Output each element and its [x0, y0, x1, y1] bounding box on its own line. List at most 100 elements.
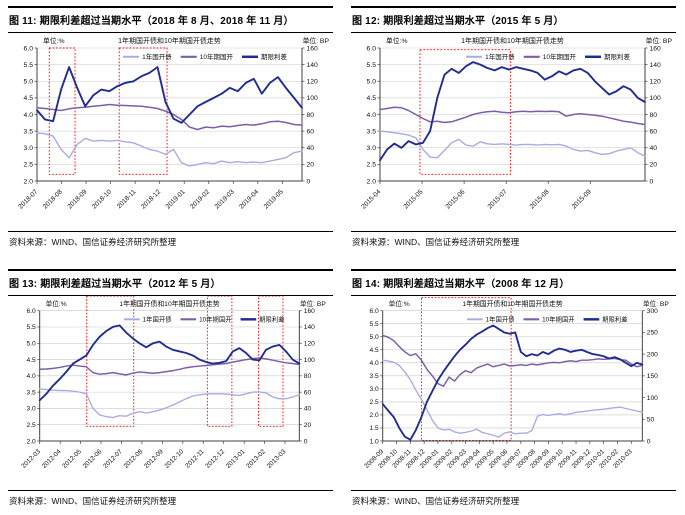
svg-text:4.0: 4.0 — [367, 112, 377, 119]
svg-text:10年期国开: 10年期国开 — [543, 52, 577, 61]
series-line-yield — [379, 130, 646, 159]
svg-text:100: 100 — [307, 95, 319, 102]
svg-text:100: 100 — [650, 95, 662, 102]
svg-text:2019-05: 2019-05 — [263, 188, 285, 210]
svg-text:3.0: 3.0 — [27, 406, 37, 413]
figure-panel-13: 图 13: 期限利差超过当期水平（2012 年 5 月） 单位:% 1年期国开债和… — [8, 269, 333, 507]
svg-text:120: 120 — [307, 79, 319, 86]
series-line-yield — [39, 388, 301, 419]
legend: 1年国开债 10年期国开 期限利差 — [466, 52, 631, 61]
svg-text:120: 120 — [304, 341, 315, 348]
axes — [39, 310, 300, 442]
svg-text:10年期国开: 10年期国开 — [542, 314, 575, 323]
series-lines — [36, 66, 303, 167]
svg-text:20: 20 — [307, 162, 315, 169]
svg-text:2.5: 2.5 — [367, 162, 377, 169]
svg-text:1年国开债: 1年国开债 — [485, 52, 515, 61]
svg-text:2013-03: 2013-03 — [266, 448, 288, 470]
svg-text:4.5: 4.5 — [370, 347, 380, 354]
svg-text:160: 160 — [304, 308, 315, 315]
svg-text:40: 40 — [307, 145, 315, 152]
svg-text:3.5: 3.5 — [367, 128, 377, 135]
svg-text:140: 140 — [304, 324, 315, 331]
svg-text:单位: BP: 单位: BP — [646, 36, 673, 45]
svg-text:2018-12: 2018-12 — [140, 188, 162, 210]
svg-text:单位:%: 单位:% — [43, 36, 65, 45]
plot-gridlines: 2.0 2.5 3.0 3.5 4.0 4.5 5.0 5.5 6.0 0 20 40 60 80 100 1… — [367, 45, 662, 185]
svg-text:单位:%: 单位:% — [46, 299, 67, 308]
svg-text:2012-03: 2012-03 — [20, 448, 42, 470]
source-note: 资料来源：WIND、国信证券经济研究所整理 — [8, 231, 333, 248]
svg-text:2012-09: 2012-09 — [143, 448, 165, 470]
svg-text:5.5: 5.5 — [370, 321, 380, 328]
svg-text:期限利差: 期限利差 — [261, 52, 288, 61]
figure-panel-14: 图 14: 期限利差超过当期水平（2008 年 12 月） 单位:% 1年期国开债… — [351, 269, 676, 507]
svg-text:2012-07: 2012-07 — [102, 448, 124, 470]
svg-text:2019-02: 2019-02 — [189, 188, 211, 210]
svg-text:2018-11: 2018-11 — [116, 188, 138, 210]
svg-text:10年期国开: 10年期国开 — [199, 314, 232, 323]
svg-text:2.0: 2.0 — [367, 178, 377, 185]
svg-text:40: 40 — [650, 145, 658, 152]
svg-text:100: 100 — [304, 357, 315, 364]
svg-text:80: 80 — [304, 373, 312, 380]
svg-text:80: 80 — [307, 112, 315, 119]
svg-text:20: 20 — [304, 422, 312, 429]
svg-text:期限利差: 期限利差 — [602, 314, 627, 323]
x-axis-labels: 2015-04 2015-05 2015-06 2015-07 2015-08 2015-… — [360, 181, 593, 211]
svg-text:2.5: 2.5 — [27, 422, 37, 429]
svg-text:60: 60 — [307, 128, 315, 135]
svg-text:2.0: 2.0 — [24, 178, 34, 185]
legend: 1年国开债 10年期国开 期限利差 — [123, 52, 288, 61]
svg-text:4.0: 4.0 — [27, 373, 37, 380]
svg-text:250: 250 — [647, 330, 658, 337]
plot-gridlines: 2.0 2.5 3.0 3.5 4.0 4.5 5.0 5.5 6.0 0 20 40 60 80 100 1… — [27, 308, 316, 445]
svg-text:6.0: 6.0 — [370, 308, 380, 315]
svg-text:140: 140 — [307, 62, 319, 69]
figure-title: 图 14: 期限利差超过当期水平（2008 年 12 月） — [351, 269, 676, 296]
svg-text:60: 60 — [304, 389, 312, 396]
series-lines — [381, 324, 644, 441]
svg-text:2012-11: 2012-11 — [184, 448, 206, 470]
series-line-yield — [38, 357, 301, 376]
plot-gridlines: 1.0 1.5 2.0 2.5 3.0 3.5 4.0 4.5 5.0 5.5 6.0 0 50 100 1… — [370, 308, 659, 445]
svg-text:2018-10: 2018-10 — [91, 188, 113, 210]
series-lines — [379, 61, 646, 162]
svg-text:2015-05: 2015-05 — [402, 188, 424, 210]
svg-text:2.5: 2.5 — [24, 162, 34, 169]
series-line-yield — [381, 334, 644, 387]
series-line-yield — [36, 103, 303, 131]
svg-text:0: 0 — [304, 438, 308, 445]
axes — [382, 310, 643, 442]
svg-text:5.5: 5.5 — [24, 62, 34, 69]
svg-text:2012-08: 2012-08 — [123, 448, 145, 470]
highlight-boxes — [48, 47, 168, 175]
svg-text:单位:%: 单位:% — [386, 36, 408, 45]
svg-text:20: 20 — [650, 162, 658, 169]
svg-text:3.5: 3.5 — [370, 373, 380, 380]
figure-title: 图 11: 期限利差超过当期水平（2018 年 8 月、2018 年 11 月） — [8, 6, 333, 33]
svg-text:2012-05: 2012-05 — [61, 448, 83, 470]
svg-text:160: 160 — [307, 45, 319, 52]
line-chart: 单位:% 1年期国开债和10年期国开债走势 单位: BP 1.0 1.5 2.0 2.5 3.… — [363, 297, 669, 470]
svg-text:50: 50 — [647, 417, 655, 424]
svg-text:2018-08: 2018-08 — [42, 188, 64, 210]
svg-text:150: 150 — [647, 373, 658, 380]
series-line-yield — [382, 359, 644, 438]
svg-text:4.0: 4.0 — [24, 112, 34, 119]
svg-text:2012-10: 2012-10 — [164, 448, 186, 470]
svg-text:2015-07: 2015-07 — [487, 188, 509, 210]
svg-text:5.0: 5.0 — [370, 334, 380, 341]
figure-title: 图 12: 期限利差超过当期水平（2015 年 5 月） — [351, 6, 676, 33]
svg-text:期限利差: 期限利差 — [604, 52, 631, 61]
series-line-spread — [36, 66, 303, 124]
svg-text:5.5: 5.5 — [367, 62, 377, 69]
series-line-spread — [38, 324, 301, 402]
svg-text:1年国开债: 1年国开债 — [486, 314, 516, 323]
x-axis-labels: 2018-07 2018-08 2018-09 2018-10 2018-11 2018-… — [17, 181, 285, 211]
svg-text:单位:%: 单位:% — [389, 299, 410, 308]
svg-text:200: 200 — [647, 351, 658, 358]
svg-text:0: 0 — [647, 438, 651, 445]
svg-text:2013-01: 2013-01 — [225, 448, 247, 470]
